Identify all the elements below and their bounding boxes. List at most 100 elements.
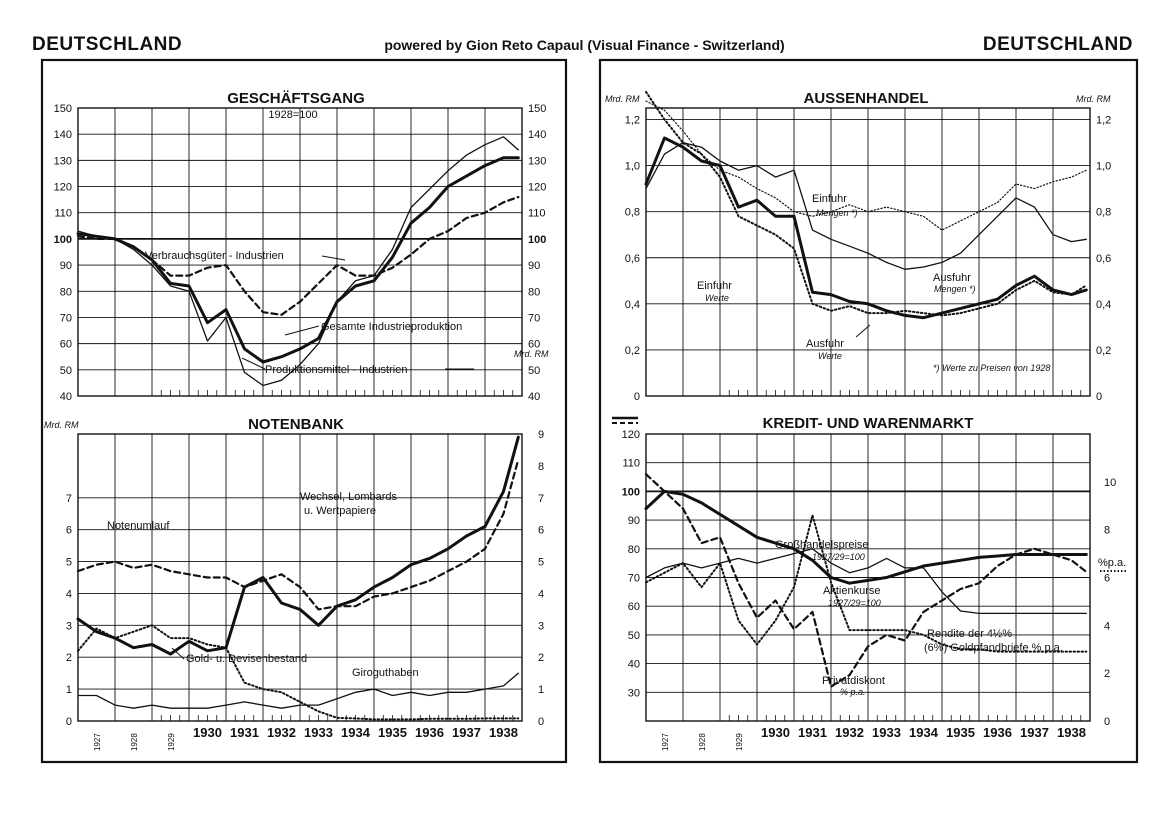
xtick-small-noten: 1929 bbox=[167, 733, 176, 751]
xtick-year-kredit: 1932 bbox=[835, 725, 864, 740]
series-gesch-2 bbox=[76, 195, 520, 316]
ytick-left-gesch: 90 bbox=[60, 260, 72, 272]
xtick-year-kredit: 1930 bbox=[761, 725, 790, 740]
ytick-left-aussen: 0,6 bbox=[625, 253, 640, 265]
xtick-year-kredit: 1931 bbox=[798, 725, 827, 740]
leader-gold bbox=[171, 647, 185, 660]
ytick-right-gesch: 150 bbox=[528, 103, 546, 115]
xtick-year-kredit: 1938 bbox=[1057, 725, 1086, 740]
leader-verbrauch bbox=[321, 255, 346, 261]
label-einfuhr-mengen-sub: Mengen *) bbox=[816, 208, 858, 218]
label-ausfuhr-mengen-sub: Mengen *) bbox=[934, 284, 976, 294]
label-privatdiskont: Privatdiskont bbox=[822, 675, 885, 687]
ytick-left-noten: 2 bbox=[66, 652, 72, 664]
ytick-right-noten-7: 2 bbox=[538, 652, 544, 664]
xtick-year-noten: 1938 bbox=[489, 725, 518, 740]
header-credit: powered by Gion Reto Capaul (Visual Fina… bbox=[384, 37, 785, 53]
label-verbrauchsgueter: Verbrauchsgüter - Industrien bbox=[145, 250, 284, 262]
xtick-small-kredit: 1929 bbox=[735, 733, 744, 751]
ytick-right-aussen: 0 bbox=[1096, 391, 1102, 403]
series-aussen-1 bbox=[645, 90, 1088, 317]
xtick-year-noten: 1937 bbox=[452, 725, 481, 740]
header-right-title: DEUTSCHLAND bbox=[982, 34, 1133, 55]
unit-aussen-left: Mrd. RM bbox=[605, 94, 640, 104]
xtick-year-kredit: 1934 bbox=[909, 725, 939, 740]
ytick-right-gesch: 110 bbox=[528, 208, 546, 220]
ytick-left-aussen: 0,8 bbox=[625, 207, 640, 219]
xtick-year-kredit: 1936 bbox=[983, 725, 1012, 740]
xtick-year-kredit: 1937 bbox=[1020, 725, 1049, 740]
ytick-left-gesch: 110 bbox=[54, 208, 72, 220]
ytick-left-kredit: 60 bbox=[628, 601, 640, 613]
xtick-year-noten: 1933 bbox=[304, 725, 333, 740]
ytick-right-aussen: 0,2 bbox=[1096, 345, 1111, 357]
ytick-left-gesch: 80 bbox=[60, 286, 72, 298]
ytick-left-kredit: 120 bbox=[622, 429, 640, 441]
unit-notenbank-right: Mrd. RM bbox=[514, 349, 549, 359]
xtick-small-noten: 1928 bbox=[130, 733, 139, 751]
ytick-right-gesch: 130 bbox=[528, 155, 546, 167]
ytick-right-kredit-2: 6 bbox=[1104, 573, 1110, 585]
xtick-year-noten: 1934 bbox=[341, 725, 371, 740]
ytick-left-noten: 3 bbox=[66, 620, 72, 632]
ytick-right-kredit-3: 4 bbox=[1104, 620, 1110, 632]
ytick-right-kredit-4: 2 bbox=[1104, 668, 1110, 680]
left-panel-frame bbox=[40, 58, 568, 764]
ytick-left-noten: 5 bbox=[66, 557, 72, 569]
ytick-left-gesch: 150 bbox=[54, 103, 72, 115]
ytick-right-noten-6: 3 bbox=[538, 620, 544, 632]
ytick-left-kredit: 70 bbox=[628, 573, 640, 585]
ytick-left-noten: 4 bbox=[66, 588, 72, 600]
ytick-left-noten: 6 bbox=[66, 525, 72, 537]
ytick-left-noten: 0 bbox=[66, 716, 72, 728]
label-einfuhr-werte-sub: Werte bbox=[705, 293, 729, 303]
ytick-right-noten-5: 4 bbox=[538, 588, 544, 600]
ytick-left-gesch: 100 bbox=[54, 234, 72, 246]
series-kredit-0 bbox=[644, 489, 1088, 585]
ytick-right-noten-3: 6 bbox=[538, 525, 544, 537]
xtick-year-noten: 1930 bbox=[193, 725, 222, 740]
label-produktion: Produktionsmittel - Industrien bbox=[265, 364, 407, 376]
ytick-left-noten: 7 bbox=[66, 493, 72, 505]
title-aussenhandel: AUSSENHANDEL bbox=[803, 90, 928, 107]
series-noten-0 bbox=[76, 458, 520, 611]
series-kredit-1 bbox=[644, 473, 1088, 688]
subtitle-geschaeftsgang: 1928=100 bbox=[268, 109, 317, 121]
xtick-year-kredit: 1933 bbox=[872, 725, 901, 740]
grid-layer bbox=[77, 107, 1091, 722]
ytick-left-kredit: 90 bbox=[628, 515, 640, 527]
leader-gesamt bbox=[284, 325, 320, 336]
ytick-right-noten-0: 9 bbox=[538, 429, 544, 441]
label-einfuhr-mengen: Einfuhr bbox=[812, 193, 847, 205]
series-noten-2 bbox=[77, 624, 520, 721]
ytick-left-kredit: 110 bbox=[622, 458, 640, 470]
series-layer bbox=[76, 90, 1088, 721]
ytick-left-aussen: 0 bbox=[634, 391, 640, 403]
label-grosshandel: Großhandelspreise bbox=[775, 539, 869, 551]
label-ausfuhr-mengen: Ausfuhr bbox=[933, 272, 971, 284]
ytick-right-gesch: 90 bbox=[528, 260, 540, 272]
unit-kredit-right: %p.a. bbox=[1098, 557, 1126, 569]
ytick-right-gesch: 100 bbox=[528, 234, 546, 246]
series-noten-3 bbox=[77, 672, 519, 709]
ytick-left-kredit: 30 bbox=[628, 687, 640, 699]
ytick-right-kredit-0: 10 bbox=[1104, 477, 1116, 489]
ytick-right-aussen: 1,0 bbox=[1096, 161, 1111, 173]
ytick-left-kredit: 50 bbox=[628, 630, 640, 642]
ytick-left-kredit: 100 bbox=[622, 486, 640, 498]
ytick-right-noten-9: 0 bbox=[538, 716, 544, 728]
title-notenbank: NOTENBANK bbox=[248, 416, 344, 433]
xtick-year-kredit: 1935 bbox=[946, 725, 975, 740]
ytick-left-gesch: 140 bbox=[54, 129, 72, 141]
ytick-left-gesch: 50 bbox=[60, 365, 72, 377]
footnote-aussen: *) Werte zu Preisen von 1928 bbox=[933, 363, 1050, 373]
ytick-right-gesch: 80 bbox=[528, 286, 540, 298]
ytick-left-gesch: 40 bbox=[60, 391, 72, 403]
ytick-left-gesch: 120 bbox=[54, 182, 72, 194]
ytick-left-aussen: 1,0 bbox=[625, 161, 640, 173]
xtick-year-noten: 1935 bbox=[378, 725, 407, 740]
label-wechsel-1: Wechsel, Lombards bbox=[300, 491, 398, 503]
label-giro: Giroguthaben bbox=[352, 667, 419, 679]
